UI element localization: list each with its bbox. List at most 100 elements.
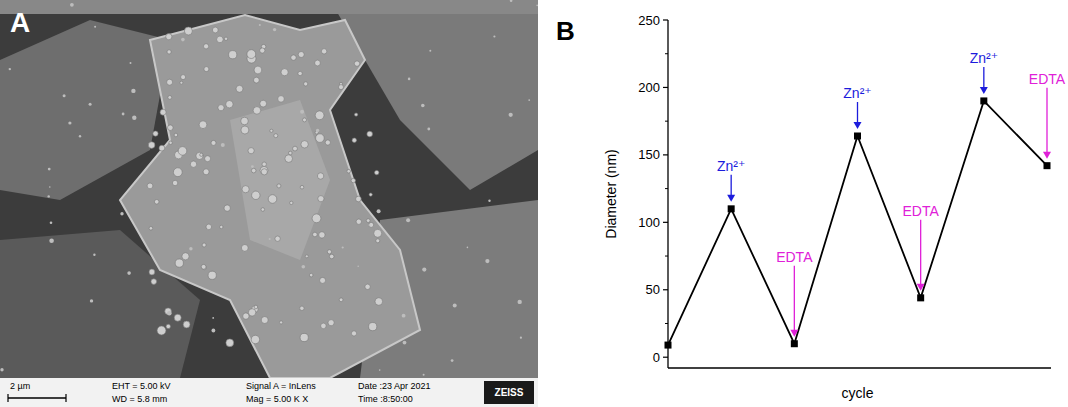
speck [50, 222, 53, 225]
micrograph-ground [0, 0, 538, 378]
annotation-arrow [731, 175, 732, 197]
speck [48, 195, 50, 197]
nodule [241, 126, 249, 134]
nodule [180, 81, 183, 84]
nodule [226, 339, 234, 347]
nodule [300, 333, 308, 341]
nodule [254, 305, 258, 309]
nodule [367, 131, 373, 137]
y-tick-label: 100 [638, 215, 660, 230]
nodule [149, 269, 155, 275]
scale-bar-end [7, 394, 8, 402]
nodule [206, 224, 212, 230]
nodule [352, 138, 356, 142]
y-tick [663, 19, 668, 20]
nodule [182, 253, 189, 260]
nodule [260, 48, 265, 53]
nodule [226, 101, 233, 108]
nodule [183, 321, 190, 328]
nodule [174, 133, 178, 137]
nodule [281, 69, 288, 76]
speck [212, 329, 216, 333]
nodule [278, 96, 285, 103]
speck [48, 168, 51, 171]
annotation-arrowhead [917, 284, 925, 291]
speck [93, 254, 95, 256]
speck [79, 135, 81, 137]
particle [120, 15, 420, 378]
nodule [201, 264, 206, 269]
nodule [325, 140, 330, 145]
nodule [173, 168, 182, 177]
annotation: EDTA [1029, 71, 1066, 87]
nodule [261, 169, 267, 175]
nodule [196, 152, 203, 159]
nodule [375, 170, 379, 174]
nodule [205, 156, 211, 162]
nodule [329, 254, 334, 259]
speck [251, 165, 254, 168]
nodule [319, 232, 325, 238]
nodule [356, 219, 361, 224]
annotation-arrow [1046, 88, 1047, 154]
speck [89, 103, 92, 106]
nodule [275, 236, 280, 241]
marker [854, 133, 861, 140]
annotation-arrow [794, 266, 795, 332]
nodule [300, 306, 304, 310]
nodule [313, 232, 318, 237]
nodule [147, 183, 153, 189]
nodule [300, 185, 304, 189]
nodule [369, 193, 372, 196]
nodule [159, 145, 165, 151]
speck [120, 212, 123, 215]
nodule [160, 109, 166, 115]
speck [63, 94, 66, 97]
speck [0, 368, 3, 371]
annotation-arrowhead [1043, 152, 1051, 159]
speck [467, 247, 469, 249]
speck [422, 268, 426, 272]
speck [273, 28, 276, 31]
marker [791, 340, 798, 347]
y-minor-tick [665, 188, 668, 189]
speck [131, 89, 135, 93]
nodule [251, 168, 256, 173]
nodule [327, 250, 331, 254]
nodule [260, 100, 267, 107]
nodule [261, 317, 268, 324]
nodule [270, 129, 273, 132]
speck [427, 128, 430, 131]
nodule [211, 140, 216, 145]
speck [167, 311, 172, 316]
info-text: Mag = 5.00 K X [246, 394, 308, 404]
nodule [301, 141, 308, 148]
nodule [241, 117, 249, 125]
annotation-arrowhead [854, 122, 862, 129]
nodule [356, 196, 362, 202]
nodule [229, 51, 237, 59]
y-minor-tick [665, 323, 668, 324]
nodule [212, 27, 218, 33]
speck [379, 369, 381, 371]
y-tick-label: 150 [638, 147, 660, 162]
info-text: Time :8:50:00 [358, 394, 413, 404]
annotation-arrow [983, 67, 984, 89]
nodule [280, 321, 283, 324]
particle-face [230, 100, 330, 260]
nodule [149, 227, 153, 231]
nodule [199, 121, 207, 129]
speck [429, 50, 431, 52]
nodule [304, 82, 308, 86]
nodule [169, 141, 172, 144]
series-line [668, 101, 1047, 345]
info-text: EHT = 5.00 kV [112, 381, 171, 391]
nodule [166, 34, 172, 40]
speck [423, 374, 425, 376]
nodule [374, 229, 382, 237]
nodule [190, 161, 196, 167]
y-tick-label: 200 [638, 80, 660, 95]
panel-label: A [10, 7, 30, 38]
nodule [369, 323, 377, 331]
nodule [315, 111, 324, 120]
